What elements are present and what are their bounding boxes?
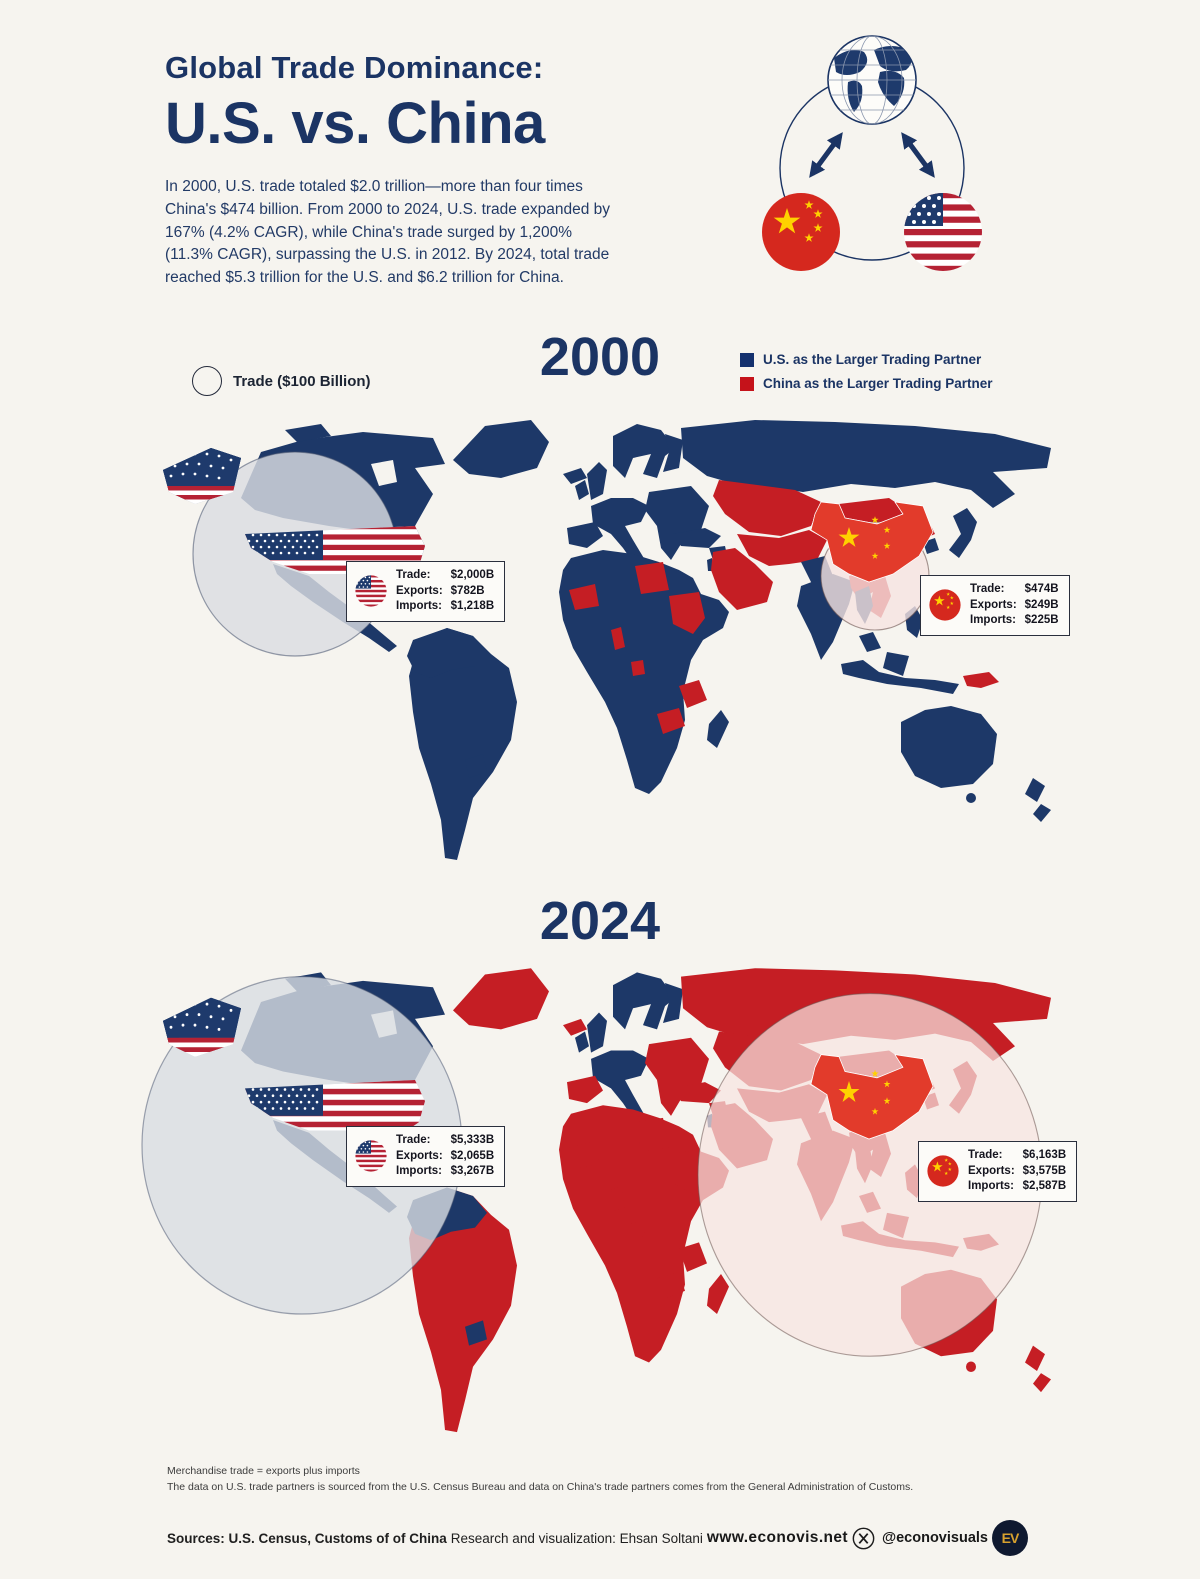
color-legend: U.S. as the Larger Trading Partner China… (740, 352, 993, 391)
china-flag-icon (762, 193, 840, 271)
china-flag-icon (927, 1155, 959, 1187)
trade-value: $2,000B (450, 569, 495, 581)
imports-value: $225B (1024, 614, 1059, 627)
trade-label: Trade: (968, 1149, 1003, 1161)
bubble-size-legend: Trade ($100 Billion) (192, 366, 371, 396)
trade-value: $5,333B (450, 1134, 495, 1146)
us-stats-table-2024: Trade: $5,333B Exports: $2,065B Imports: $3… (396, 1133, 494, 1180)
exports-label: Exports: (968, 1164, 1015, 1177)
exports-value: $2,065B (450, 1149, 495, 1162)
exports-value: $3,575B (1022, 1164, 1067, 1177)
us-stats-box-2000: Trade: $2,000B Exports: $782B Imports: $1,2… (346, 561, 506, 622)
ev-logo: EV (991, 1520, 1028, 1556)
title-line-1: Global Trade Dominance: (165, 50, 544, 85)
trade-value: $6,163B (1022, 1149, 1067, 1161)
title-line-2: U.S. vs. China (165, 91, 545, 156)
us-stats-box-2024: Trade: $5,333B Exports: $2,065B Imports: $3… (346, 1126, 506, 1187)
china-legend-label: China as the Larger Trading Partner (763, 376, 993, 391)
footnote-definition: Merchandise trade = exports plus imports (167, 1465, 360, 1477)
imports-label: Imports: (396, 1165, 442, 1178)
china-stats-table-2024: Trade: $6,163B Exports: $3,575B Imports: $2… (968, 1148, 1066, 1195)
footnotes: Merchandise trade = exports plus imports… (167, 1463, 913, 1496)
size-legend-circle-icon (192, 366, 222, 396)
china-color-swatch (740, 376, 754, 391)
intro-paragraph: In 2000, U.S. trade totaled $2.0 trillio… (165, 178, 610, 287)
footer-sources: Sources: U.S. Census, Customs of of Chin… (167, 1530, 447, 1546)
globe-icon (827, 35, 917, 125)
imports-label: Imports: (968, 1180, 1014, 1193)
world-map-2000 (135, 420, 1051, 860)
china-flag-icon (929, 589, 961, 621)
imports-label: Imports: (970, 614, 1016, 627)
website-link[interactable]: www.econovis.net (706, 1529, 848, 1546)
trade-label: Trade: (970, 583, 1005, 595)
footer-credit: Research and visualization: Ehsan Soltan… (450, 1530, 703, 1546)
exports-value: $782B (450, 584, 485, 597)
imports-value: $2,587B (1022, 1180, 1067, 1193)
imports-value: $1,218B (450, 600, 495, 613)
imports-value: $3,267B (450, 1165, 495, 1178)
us-flag-icon (355, 1140, 387, 1172)
exports-value: $249B (1024, 598, 1059, 611)
trade-label: Trade: (396, 569, 431, 581)
page-title: Global Trade Dominance: U.S. vs. China (165, 50, 545, 157)
us-color-swatch (740, 352, 754, 367)
legend-row-china: China as the Larger Trading Partner (740, 376, 993, 391)
social-link[interactable]: @econovisuals (852, 1527, 988, 1550)
footnote-sources-detail: The data on U.S. trade partners is sourc… (167, 1481, 914, 1494)
us-stats-table-2000: Trade: $2,000B Exports: $782B Imports: $1,2… (396, 568, 494, 615)
us-legend-label: U.S. as the Larger Trading Partner (763, 352, 982, 367)
exchange-arrow-left-icon (809, 132, 843, 178)
size-legend-label: Trade ($100 Billion) (233, 372, 371, 390)
imports-label: Imports: (396, 600, 442, 613)
exports-label: Exports: (396, 584, 443, 597)
footer-bar: Sources: U.S. Census, Customs of of Chin… (0, 1520, 1200, 1556)
social-handle: @econovisuals (881, 1530, 988, 1546)
year-heading-2024: 2024 (539, 891, 661, 951)
us-flag-icon (355, 575, 387, 607)
trade-value: $474B (1024, 583, 1059, 595)
china-stats-table-2000: Trade: $474B Exports: $249B Imports: $225B (970, 582, 1059, 629)
x-logo-icon (852, 1527, 875, 1549)
trade-exchange-diagram (722, 35, 1022, 290)
china-stats-box-2024: Trade: $6,163B Exports: $3,575B Imports: $2… (918, 1141, 1078, 1202)
china-stats-box-2000: Trade: $474B Exports: $249B Imports: $225B (920, 575, 1070, 636)
legend-row-us: U.S. as the Larger Trading Partner (740, 352, 993, 367)
year-heading-2000: 2000 (539, 327, 661, 387)
world-map-2024 (141, 968, 1051, 1433)
exports-label: Exports: (970, 598, 1017, 611)
us-flag-icon (903, 192, 983, 272)
exchange-arrow-right-icon (901, 132, 935, 178)
trade-label: Trade: (396, 1134, 431, 1146)
exports-label: Exports: (396, 1149, 443, 1162)
